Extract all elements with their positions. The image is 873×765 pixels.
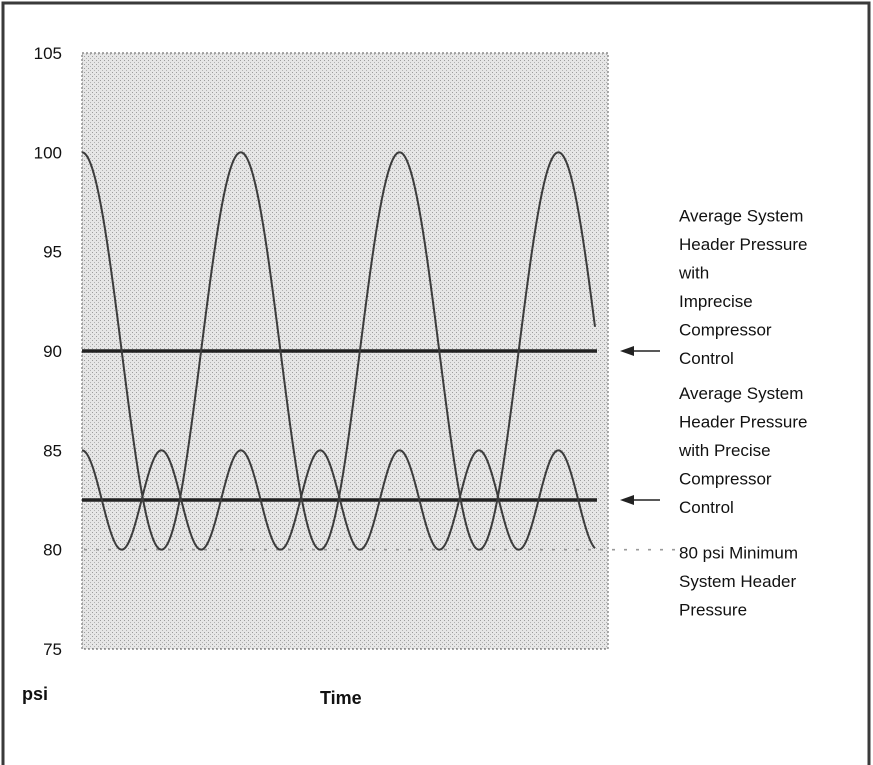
annotation-text-line: Control — [679, 498, 734, 517]
y-tick-label: 95 — [43, 243, 62, 262]
y-tick-label: 105 — [34, 44, 62, 63]
y-axis-tick-labels: 75 80 85 90 95 100 105 — [34, 44, 62, 659]
annotation-text-line: Compressor — [679, 321, 772, 340]
y-axis-label: psi — [22, 684, 48, 704]
annotation-text-line: Pressure — [679, 601, 747, 620]
annotation-text-line: Average System — [679, 384, 803, 403]
x-axis-label: Time — [320, 688, 362, 708]
pressure-curves — [81, 151, 596, 551]
y-tick-label: 90 — [43, 342, 62, 361]
annotation-text-line: Control — [679, 349, 734, 368]
annotation-text-line: with Precise — [678, 441, 771, 460]
annotation-text-line: Average System — [679, 207, 803, 226]
annotation-text-line: 80 psi Minimum — [679, 544, 798, 563]
pressure-curve — [81, 151, 596, 551]
y-tick-label: 100 — [34, 143, 62, 162]
annotation-text-line: with — [678, 264, 709, 283]
y-tick-label: 85 — [43, 441, 62, 460]
annotation-text-line: Imprecise — [679, 292, 753, 311]
annotation-text-line: Header Pressure — [679, 413, 808, 432]
annotation-arrow-head — [620, 346, 634, 356]
y-tick-label: 75 — [43, 640, 62, 659]
annotation-text-line: Compressor — [679, 470, 772, 489]
annotation-arrow-head — [620, 495, 634, 505]
annotation-text-line: System Header — [679, 572, 796, 591]
pressure-curve — [81, 449, 596, 551]
annotation-text-line: Header Pressure — [679, 235, 808, 254]
annotations: Average System Header Pressure with Impreci… — [620, 207, 808, 620]
y-tick-label: 80 — [43, 541, 62, 560]
